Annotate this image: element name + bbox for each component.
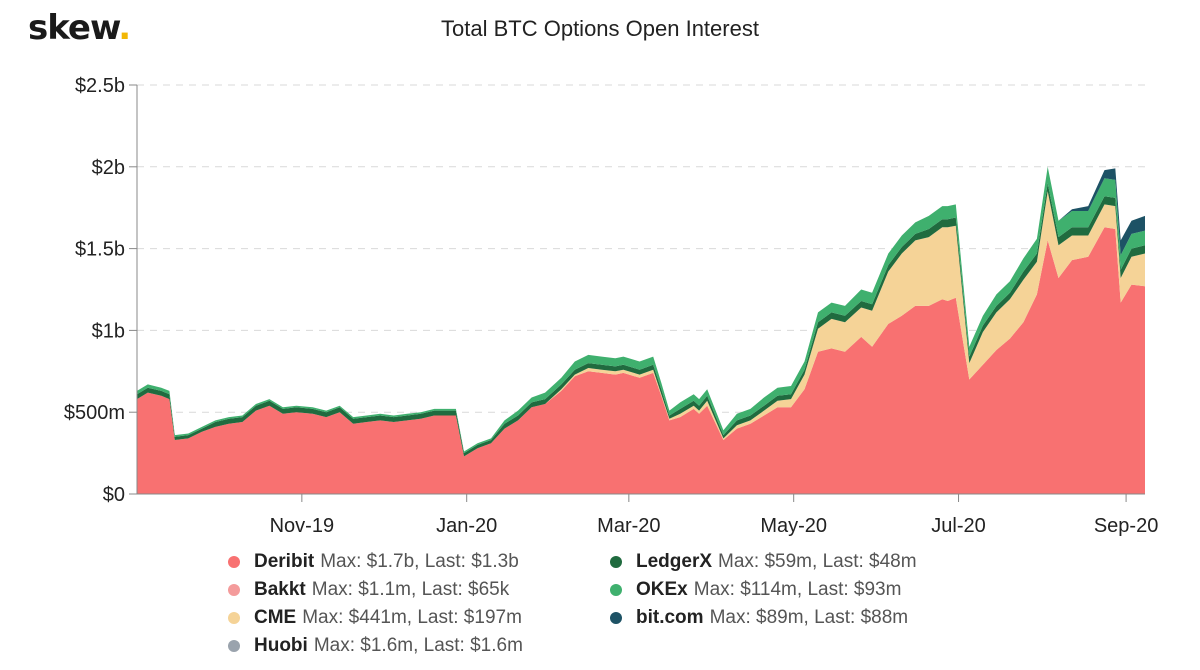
- logo-text: skew: [28, 8, 119, 48]
- legend-item-okex[interactable]: OKEx Max: $114m, Last: $93m: [610, 576, 917, 604]
- y-tick-label: $1b: [92, 320, 125, 342]
- legend-item-bit-com[interactable]: bit.com Max: $89m, Last: $88m: [610, 604, 917, 632]
- x-tick-label: Sep-20: [1094, 515, 1159, 537]
- legend-dot-icon: [228, 640, 240, 652]
- legend-series-stats: Max: $114m, Last: $93m: [693, 579, 902, 600]
- legend-dot-icon: [228, 584, 240, 596]
- legend-series-stats: Max: $59m, Last: $48m: [718, 551, 917, 572]
- skew-logo: skew.: [28, 8, 131, 48]
- legend-right-column: LedgerX Max: $59m, Last: $48m OKEx Max: $11…: [610, 548, 917, 632]
- legend-series-stats: Max: $1.1m, Last: $65k: [311, 579, 510, 600]
- legend-dot-icon: [228, 556, 240, 568]
- legend-series-stats: Max: $441m, Last: $197m: [302, 607, 522, 628]
- legend-dot-icon: [228, 612, 240, 624]
- chart-title: Total BTC Options Open Interest: [441, 16, 759, 41]
- legend-item-bakkt[interactable]: Bakkt Max: $1.1m, Last: $65k: [228, 576, 523, 604]
- legend-series-name: CME: [254, 607, 297, 628]
- axes: $0 $500m $1b $1.5b $2b $2.5b Nov-19 Jan-20 Mar-2…: [64, 75, 1158, 537]
- stacked-areas: [137, 166, 1145, 495]
- logo-dot: .: [118, 8, 131, 48]
- legend-series-name: Bakkt: [254, 579, 306, 600]
- legend-series-stats: Max: $1.6m, Last: $1.6m: [313, 635, 523, 656]
- y-tick-label: $1.5b: [75, 239, 125, 261]
- legend-series-name: Deribit: [254, 551, 315, 572]
- legend-item-cme[interactable]: CME Max: $441m, Last: $197m: [228, 604, 523, 632]
- legend-dot-icon: [610, 556, 622, 568]
- legend-item-ledgerx[interactable]: LedgerX Max: $59m, Last: $48m: [610, 548, 917, 576]
- series-area-deribit: [137, 227, 1145, 495]
- x-tick-label: Nov-19: [270, 515, 334, 537]
- legend-series-stats: Max: $89m, Last: $88m: [709, 607, 909, 628]
- series-area-cme: [137, 191, 1145, 457]
- x-tick-label: Jul-20: [931, 515, 985, 537]
- legend-series-stats: Max: $1.7b, Last: $1.3b: [320, 551, 519, 572]
- legend-dot-icon: [610, 612, 622, 624]
- x-tick-label: Mar-20: [597, 515, 660, 537]
- legend-item-huobi[interactable]: Huobi Max: $1.6m, Last: $1.6m: [228, 632, 523, 660]
- y-tick-label: $2.5b: [75, 75, 125, 97]
- series-area-okex: [137, 166, 1145, 454]
- legend-series-name: OKEx: [636, 579, 688, 600]
- chart-area: $0 $500m $1b $1.5b $2b $2.5b Nov-19 Jan-20 Mar-2…: [64, 75, 1158, 537]
- x-tick-label: May-20: [760, 515, 827, 537]
- legend-series-name: bit.com: [636, 607, 704, 628]
- legend-dot-icon: [610, 584, 622, 596]
- y-tick-label: $0: [103, 484, 125, 506]
- legend-series-name: LedgerX: [636, 551, 713, 572]
- x-tick-label: Jan-20: [436, 515, 497, 537]
- series-area-ledgerx: [137, 183, 1145, 457]
- y-tick-label: $2b: [92, 157, 125, 179]
- legend-left-column: Deribit Max: $1.7b, Last: $1.3b Bakkt Max: …: [228, 548, 523, 660]
- y-tick-label: $500m: [64, 402, 125, 424]
- legend-series-name: Huobi: [254, 635, 308, 656]
- legend-item-deribit[interactable]: Deribit Max: $1.7b, Last: $1.3b: [228, 548, 523, 576]
